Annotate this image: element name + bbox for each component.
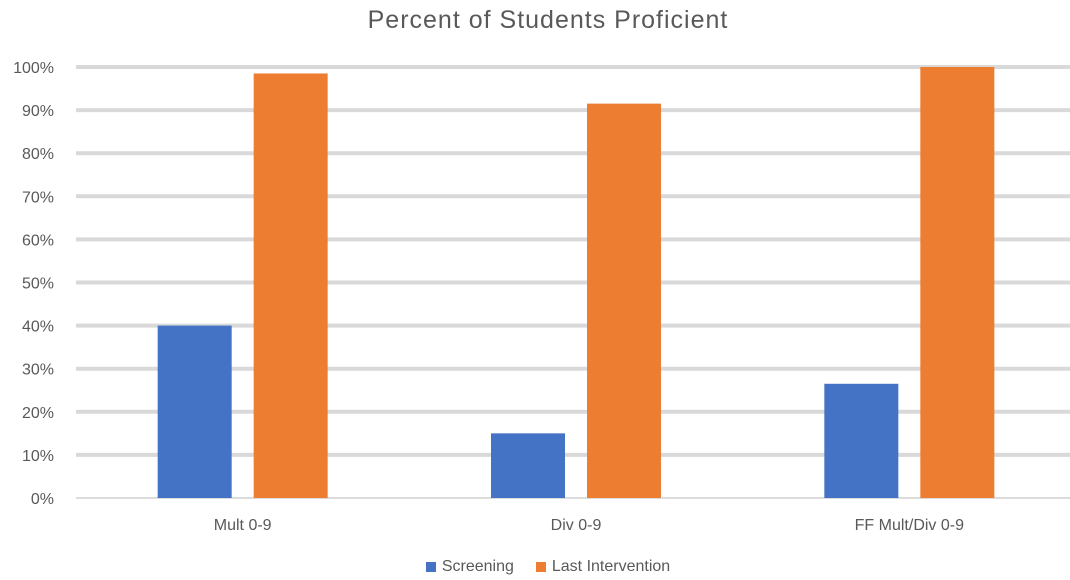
legend-label-screening: Screening <box>441 558 514 575</box>
legend-swatch-screening <box>425 562 436 572</box>
x-category-label: Mult 0-9 <box>214 517 272 534</box>
bar-last-intervention-3 <box>920 67 995 498</box>
y-tick-label: 0% <box>31 491 54 508</box>
legend: Screening Last Intervention <box>0 558 1070 576</box>
y-axis-ticks: 0% 10% 20% 30% 40% 50% 60% 70% 80% 90% 100% <box>13 60 54 508</box>
bar-screening-3 <box>824 383 899 498</box>
legend-swatch-last-intervention <box>535 562 546 572</box>
x-category-label: Div 0-9 <box>551 517 602 534</box>
y-tick-label: 70% <box>22 189 54 206</box>
bar-last-intervention-2 <box>587 103 661 498</box>
bars <box>157 67 995 498</box>
y-tick-label: 10% <box>22 448 54 465</box>
x-axis-labels: Mult 0-9 Div 0-9 FF Mult/Div 0-9 <box>214 517 964 534</box>
legend-item-last-intervention: Last Intervention <box>535 558 671 576</box>
y-tick-label: 20% <box>22 405 54 422</box>
bar-screening-1 <box>157 325 232 498</box>
y-tick-label: 30% <box>22 362 54 379</box>
y-tick-label: 60% <box>22 232 54 249</box>
x-category-label: FF Mult/Div 0-9 <box>855 517 964 534</box>
bar-last-intervention-1 <box>253 73 328 498</box>
legend-label-last-intervention: Last Intervention <box>551 558 671 575</box>
y-tick-label: 100% <box>13 60 54 77</box>
y-tick-label: 90% <box>22 103 54 120</box>
y-tick-label: 50% <box>22 276 54 293</box>
legend-item-screening: Screening <box>425 558 514 576</box>
gridlines <box>76 65 1070 499</box>
bar-screening-2 <box>491 433 565 498</box>
y-tick-label: 40% <box>22 319 54 336</box>
y-tick-label: 80% <box>22 146 54 163</box>
chart-title: Percent of Students Proficient <box>367 6 729 34</box>
